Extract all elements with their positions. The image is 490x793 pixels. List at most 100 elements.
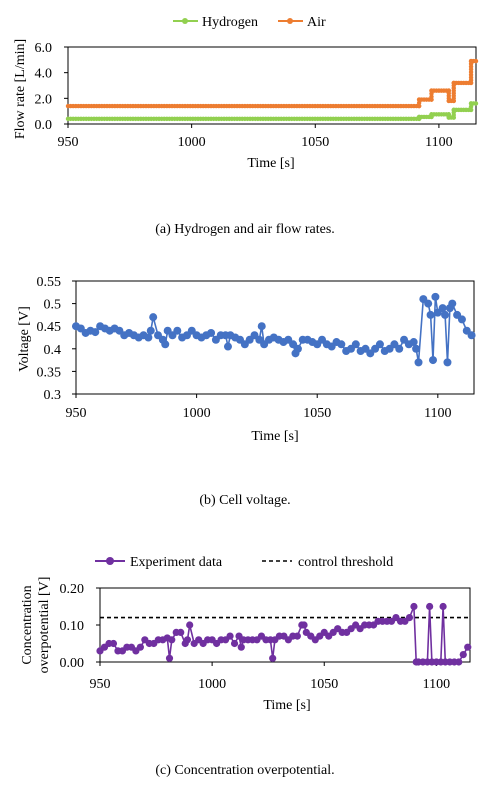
plot-area: 0.0 2.0 4.0 6.0 950 1000 1050 1100 xyxy=(35,41,479,150)
cell-voltage-chart: Voltage [V] Time [s] 0.30.350.40.450.50.… xyxy=(17,275,476,508)
x-tick-label: 1050 xyxy=(301,135,329,150)
legend: Hydrogen Air xyxy=(173,15,326,30)
y-axis-title-line-2: overpotential [V] xyxy=(37,577,52,674)
data-point xyxy=(457,315,466,324)
data-point xyxy=(426,310,435,319)
y-tick-label: 0.4 xyxy=(44,343,62,358)
x-tick-label: 1000 xyxy=(178,135,206,150)
legend-threshold-label: control threshold xyxy=(298,555,393,570)
data-point xyxy=(269,654,277,662)
data-point xyxy=(257,322,266,331)
y-tick-label: 0.35 xyxy=(37,365,62,380)
x-tick-label: 1000 xyxy=(183,406,211,421)
data-point xyxy=(223,342,232,351)
y-tick-label: 0.00 xyxy=(60,656,85,671)
x-axis-title: Time [s] xyxy=(263,698,310,713)
data-point xyxy=(337,340,346,349)
data-point xyxy=(410,602,418,611)
data-point xyxy=(300,621,308,629)
x-tick-label: 1100 xyxy=(424,406,451,421)
x-tick-label: 1050 xyxy=(310,677,338,692)
y-tick-label: 0.20 xyxy=(60,582,85,597)
data-point xyxy=(91,328,100,337)
data-point xyxy=(412,344,421,353)
y-tick-label: 0.45 xyxy=(37,320,62,335)
data-point xyxy=(144,333,153,342)
data-point xyxy=(109,639,118,648)
data-point xyxy=(467,331,476,340)
data-point xyxy=(237,643,245,651)
data-point xyxy=(416,103,422,109)
legend-experiment-marker xyxy=(106,557,114,565)
legend-air-label: Air xyxy=(307,15,326,30)
data-point xyxy=(441,310,450,319)
data-point xyxy=(439,602,447,611)
caption-b: (b) Cell voltage. xyxy=(199,493,290,508)
x-tick-label: 950 xyxy=(90,677,111,692)
y-tick-label: 0.55 xyxy=(37,275,62,290)
data-point xyxy=(473,58,479,64)
x-tick-label: 1100 xyxy=(425,135,452,150)
y-tick-label: 0.10 xyxy=(60,619,85,634)
data-point xyxy=(438,304,447,313)
x-tick-label: 1050 xyxy=(303,406,331,421)
flow-rate-chart: Hydrogen Air Flow rate [L/min] Time [s] … xyxy=(13,15,479,237)
data-point xyxy=(207,328,216,337)
data-point xyxy=(414,358,423,367)
data-point xyxy=(468,104,474,109)
data-point xyxy=(177,628,185,637)
data-point xyxy=(146,326,155,335)
data-point xyxy=(416,100,422,106)
legend: Experiment data control threshold xyxy=(95,555,393,570)
caption-a: (a) Hydrogen and air flow rates. xyxy=(155,222,335,237)
data-point xyxy=(455,658,463,666)
series-line xyxy=(68,59,476,108)
y-tick-label: 0.3 xyxy=(44,388,62,403)
legend-experiment-label: Experiment data xyxy=(130,555,223,570)
data-point xyxy=(230,639,239,648)
data-point xyxy=(293,344,302,353)
x-tick-label: 950 xyxy=(66,406,87,421)
series-line xyxy=(75,295,473,364)
data-point xyxy=(351,340,360,349)
y-tick-label: 2.0 xyxy=(35,92,53,107)
x-axis-title: Time [s] xyxy=(251,429,298,444)
data-point xyxy=(428,356,437,365)
plot-area: 0.3 0.35 0.4 0.45 0.5 0.55 950 1000 1050 1100 xyxy=(37,275,476,421)
y-tick-label: 0.5 xyxy=(44,298,62,313)
y-axis-title: Flow rate [L/min] xyxy=(13,39,28,139)
data-point xyxy=(375,340,384,349)
data-point xyxy=(446,112,451,117)
y-axis-title: Voltage [V] xyxy=(17,306,32,371)
data-point xyxy=(443,358,452,367)
data-point xyxy=(161,340,170,349)
data-point xyxy=(448,299,457,308)
data-point xyxy=(468,107,474,113)
x-tick-label: 950 xyxy=(58,135,79,150)
data-point xyxy=(395,344,404,353)
data-point xyxy=(226,632,234,640)
y-tick-label: 0.0 xyxy=(35,118,53,133)
x-tick-label: 1000 xyxy=(198,677,226,692)
legend-hydrogen-label: Hydrogen xyxy=(202,15,258,30)
data-point xyxy=(168,636,176,644)
data-point xyxy=(183,636,192,644)
y-axis-title-line-1: Concentration xyxy=(20,585,35,664)
data-point xyxy=(165,654,174,662)
y-tick-label: 4.0 xyxy=(35,67,53,82)
data-point xyxy=(186,621,194,629)
y-tick-label: 6.0 xyxy=(35,41,53,56)
data-point xyxy=(136,643,144,651)
data-point xyxy=(149,313,158,322)
data-point xyxy=(424,299,433,308)
caption-c: (c) Concentration overpotential. xyxy=(155,763,334,778)
data-point xyxy=(426,602,434,611)
data-point xyxy=(431,292,440,301)
legend-hydrogen-marker xyxy=(182,18,188,24)
data-point xyxy=(409,338,418,347)
x-tick-label: 1100 xyxy=(423,677,450,692)
data-point xyxy=(293,632,301,640)
data-point xyxy=(459,651,467,659)
data-point xyxy=(405,614,414,622)
